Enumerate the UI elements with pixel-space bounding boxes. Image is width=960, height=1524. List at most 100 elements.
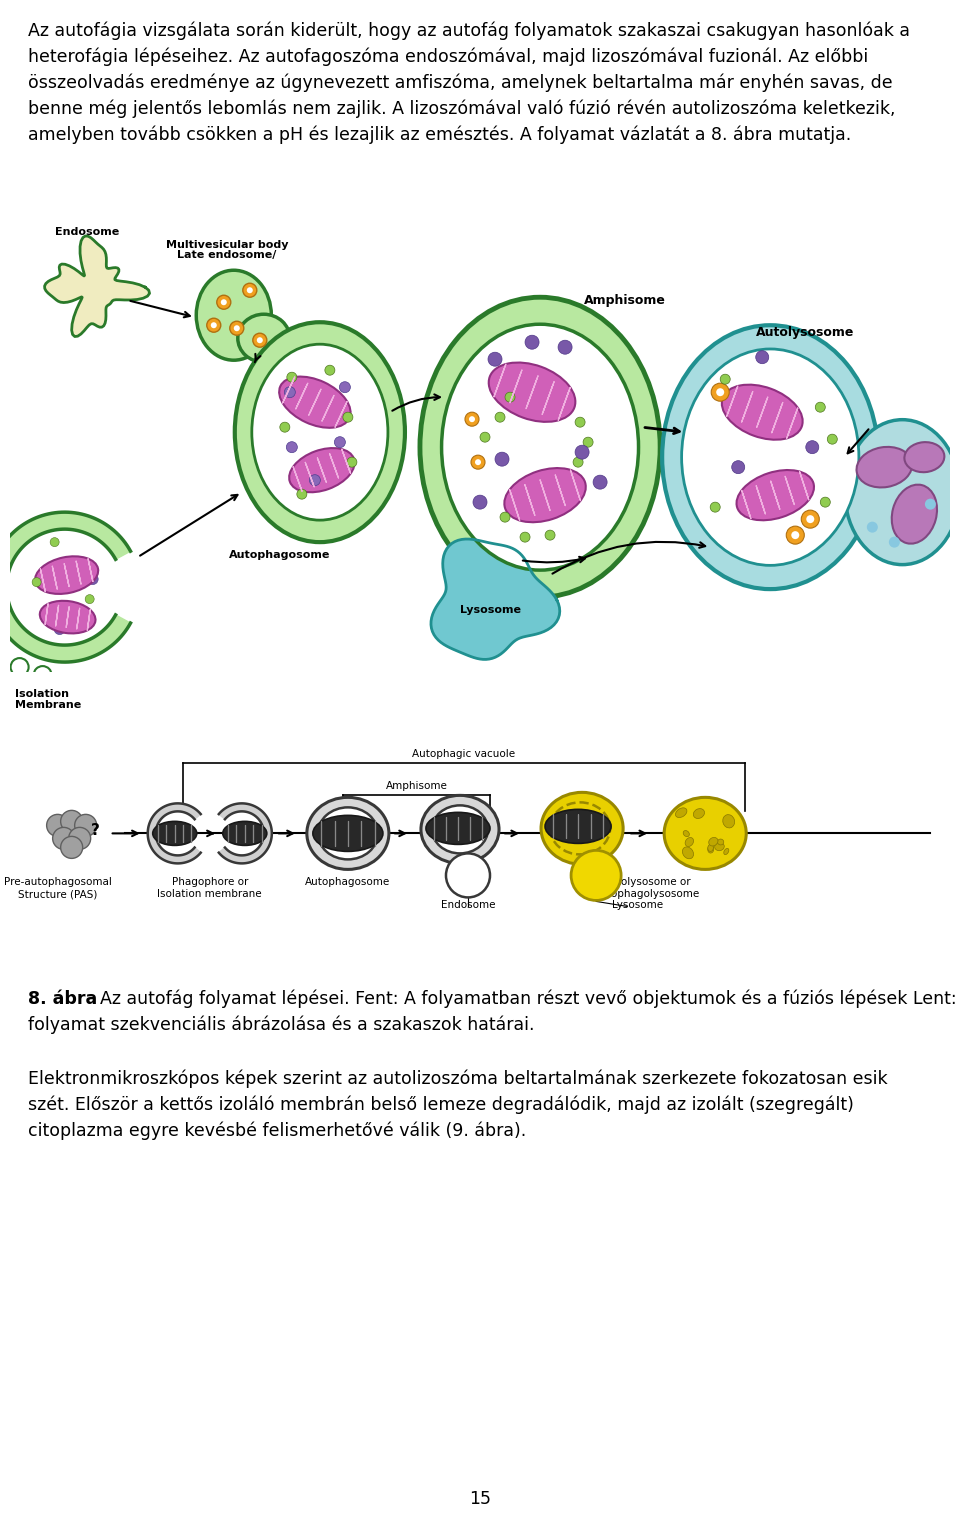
Circle shape — [47, 814, 69, 837]
Ellipse shape — [541, 792, 623, 864]
Circle shape — [545, 530, 555, 539]
Circle shape — [786, 526, 804, 544]
Circle shape — [505, 392, 515, 402]
Circle shape — [828, 434, 837, 443]
Circle shape — [488, 352, 502, 366]
Ellipse shape — [223, 821, 267, 846]
Ellipse shape — [307, 797, 389, 869]
Text: Autophagosome: Autophagosome — [229, 550, 330, 561]
Circle shape — [297, 489, 307, 500]
Circle shape — [465, 411, 479, 427]
Text: Az autofág folyamat lépései. Fent: A folyamatban részt vevő objektumok és a fúzi: Az autofág folyamat lépései. Fent: A fol… — [100, 991, 960, 1009]
Circle shape — [247, 287, 252, 293]
Text: Pre-autophagosomal: Pre-autophagosomal — [4, 878, 111, 887]
Circle shape — [252, 334, 267, 347]
Polygon shape — [431, 539, 560, 660]
Ellipse shape — [714, 843, 724, 850]
Text: Multivesicular body: Multivesicular body — [165, 241, 288, 250]
Ellipse shape — [420, 796, 499, 864]
Text: Late endosome/: Late endosome/ — [177, 250, 276, 261]
Text: Membrane: Membrane — [14, 700, 81, 710]
Ellipse shape — [684, 831, 689, 837]
Text: 8. ábra: 8. ábra — [28, 991, 97, 1007]
Circle shape — [558, 340, 572, 354]
Text: benne még jelentős lebomlás nem zajlik. A lizoszómával való fúzió révén autolizo: benne még jelentős lebomlás nem zajlik. … — [28, 101, 896, 119]
Ellipse shape — [736, 469, 814, 520]
Circle shape — [217, 296, 230, 309]
Circle shape — [471, 456, 485, 469]
Circle shape — [75, 814, 97, 837]
Ellipse shape — [318, 808, 378, 860]
Text: Autophagosome: Autophagosome — [305, 878, 391, 887]
Circle shape — [732, 460, 745, 474]
Ellipse shape — [235, 322, 405, 543]
Text: Endosome: Endosome — [441, 901, 495, 910]
Ellipse shape — [682, 349, 859, 565]
Text: amelyben tovább csökken a pH és lezajlik az emésztés. A folyamat vázlatát a 8. á: amelyben tovább csökken a pH és lezajlik… — [28, 126, 852, 145]
Ellipse shape — [708, 837, 718, 846]
Circle shape — [573, 457, 583, 468]
Circle shape — [500, 512, 510, 523]
Text: Autolysosome: Autolysosome — [756, 326, 854, 340]
Ellipse shape — [504, 468, 586, 523]
Ellipse shape — [856, 447, 912, 488]
Circle shape — [571, 850, 621, 901]
Text: Lysosome: Lysosome — [612, 901, 662, 910]
Ellipse shape — [904, 442, 945, 472]
Circle shape — [889, 536, 900, 547]
Circle shape — [324, 366, 335, 375]
Circle shape — [756, 351, 769, 364]
Ellipse shape — [723, 815, 734, 828]
Ellipse shape — [708, 844, 713, 852]
Circle shape — [525, 335, 540, 349]
Text: Structure (PAS): Structure (PAS) — [18, 890, 97, 899]
Ellipse shape — [426, 812, 490, 844]
Circle shape — [286, 442, 298, 453]
Ellipse shape — [845, 419, 960, 564]
Circle shape — [806, 515, 814, 523]
Ellipse shape — [550, 802, 611, 855]
Circle shape — [69, 828, 90, 849]
Text: szét. Először a kettős izoláló membrán belső lemeze degradálódik, majd az izolál: szét. Először a kettős izoláló membrán b… — [28, 1096, 853, 1114]
Circle shape — [924, 498, 936, 509]
Ellipse shape — [683, 847, 693, 858]
Circle shape — [284, 387, 296, 398]
Circle shape — [54, 623, 65, 634]
Ellipse shape — [420, 297, 660, 597]
Circle shape — [257, 337, 263, 343]
Circle shape — [32, 578, 41, 587]
Ellipse shape — [662, 325, 878, 590]
Text: 15: 15 — [469, 1490, 491, 1509]
Ellipse shape — [685, 838, 693, 846]
Circle shape — [710, 501, 720, 512]
Circle shape — [85, 594, 94, 604]
Circle shape — [340, 381, 350, 393]
Text: Isolation membrane: Isolation membrane — [157, 890, 262, 899]
Circle shape — [495, 411, 505, 422]
Circle shape — [60, 837, 83, 858]
Circle shape — [716, 389, 724, 396]
Text: Az autofágia vizsgálata során kiderült, hogy az autofág folyamatok szakaszai csa: Az autofágia vizsgálata során kiderült, … — [28, 21, 910, 41]
Circle shape — [520, 532, 530, 543]
Ellipse shape — [489, 363, 575, 422]
Text: folyamat szekvenciális ábrázolása és a szakaszok határai.: folyamat szekvenciális ábrázolása és a s… — [28, 1017, 535, 1035]
Polygon shape — [148, 803, 201, 864]
Circle shape — [711, 383, 730, 401]
Text: Elektronmikroszkópos képek szerint az autolizoszóma beltartalmának szerkezete fo: Elektronmikroszkópos képek szerint az au… — [28, 1070, 888, 1088]
Ellipse shape — [313, 815, 383, 852]
Ellipse shape — [238, 314, 290, 363]
Text: Isolation: Isolation — [14, 689, 68, 700]
Circle shape — [343, 411, 353, 422]
Circle shape — [583, 437, 593, 447]
Circle shape — [469, 416, 475, 422]
Text: Autolysosome or: Autolysosome or — [603, 878, 691, 887]
Circle shape — [791, 532, 800, 539]
Text: Autophagic vacuole: Autophagic vacuole — [413, 750, 516, 759]
Ellipse shape — [676, 808, 687, 817]
Text: heterofágia lépéseihez. Az autofagoszóma endoszómával, majd lizoszómával fuzioná: heterofágia lépéseihez. Az autofagoszóma… — [28, 47, 868, 67]
Text: Autophagolysosome: Autophagolysosome — [594, 890, 700, 899]
Circle shape — [480, 433, 490, 442]
Circle shape — [867, 521, 877, 532]
Circle shape — [446, 853, 490, 898]
Circle shape — [53, 828, 75, 849]
